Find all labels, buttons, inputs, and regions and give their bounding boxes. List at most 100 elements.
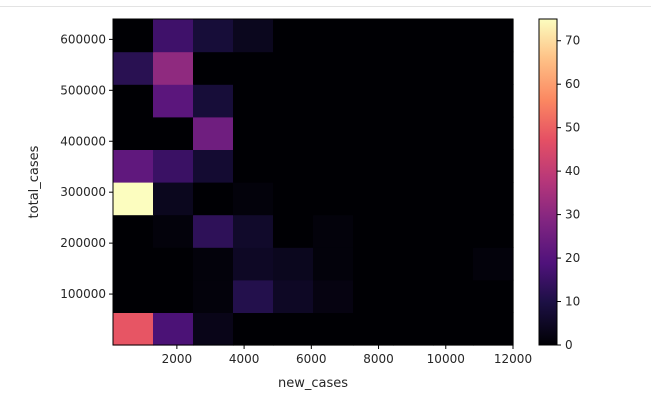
heatmap-cell xyxy=(193,84,234,118)
heatmap-cell xyxy=(193,214,234,248)
heatmap-cell xyxy=(433,19,474,53)
heatmap-cell xyxy=(393,247,434,281)
colorbar-tick-label: 20 xyxy=(565,251,580,265)
heatmap-cell xyxy=(153,279,194,313)
heatmap-cell xyxy=(313,214,354,248)
heatmap-cell xyxy=(113,247,154,281)
heatmap-cell xyxy=(233,279,274,313)
heatmap-cell xyxy=(153,149,194,183)
heatmap-cell xyxy=(153,182,194,216)
y-axis-ticks: 100000 200000 300000 400000 500000 600000 xyxy=(60,32,113,301)
x-axis-label: new_cases xyxy=(278,376,348,391)
heatmap-cell xyxy=(193,279,234,313)
heatmap-cell xyxy=(233,312,274,346)
colorbar-tick-label: 50 xyxy=(565,121,580,135)
heatmap-cell xyxy=(273,279,314,313)
heatmap-cell xyxy=(393,214,434,248)
x-tick-label: 4000 xyxy=(229,352,260,366)
x-tick-label: 10000 xyxy=(427,352,465,366)
heatmap-cell xyxy=(233,182,274,216)
heatmap-cell xyxy=(193,312,234,346)
heatmap-cell xyxy=(233,84,274,118)
heatmap-cell xyxy=(273,84,314,118)
heatmap-cell xyxy=(113,279,154,313)
heatmap-cell xyxy=(473,19,514,53)
heatmap-cell xyxy=(313,247,354,281)
x-tick-label: 6000 xyxy=(296,352,327,366)
heatmap-cells xyxy=(113,19,514,346)
heatmap-cell xyxy=(153,84,194,118)
heatmap-cell xyxy=(273,214,314,248)
heatmap-cell xyxy=(353,312,394,346)
colorbar-tick-label: 40 xyxy=(565,164,580,178)
y-tick-label: 500000 xyxy=(60,83,106,97)
heatmap-cell xyxy=(273,312,314,346)
heatmap-cell xyxy=(393,51,434,85)
y-tick-label: 200000 xyxy=(60,236,106,250)
heatmap-cell xyxy=(393,116,434,150)
heatmap-cell xyxy=(393,19,434,53)
heatmap-cell xyxy=(433,116,474,150)
heatmap-cell xyxy=(153,19,194,53)
colorbar-ticks: 0 10 20 30 40 50 60 70 xyxy=(557,34,580,352)
heatmap-cell xyxy=(433,51,474,85)
heatmap-cell xyxy=(113,312,154,346)
heatmap-cell xyxy=(273,182,314,216)
heatmap-cell xyxy=(313,51,354,85)
heatmap-cell xyxy=(433,279,474,313)
heatmap-cell xyxy=(153,116,194,150)
heatmap-cell xyxy=(473,116,514,150)
heatmap-cell xyxy=(273,149,314,183)
y-tick-label: 100000 xyxy=(60,287,106,301)
heatmap-cell xyxy=(393,279,434,313)
heatmap-cell xyxy=(353,247,394,281)
heatmap-cell xyxy=(393,182,434,216)
heatmap-cell xyxy=(393,149,434,183)
x-axis-ticks: 2000 4000 6000 8000 10000 12000 xyxy=(162,345,532,366)
heatmap-cell xyxy=(433,182,474,216)
heatmap-cell xyxy=(473,149,514,183)
heatmap-cell xyxy=(353,19,394,53)
heatmap-cell xyxy=(433,247,474,281)
heatmap-cell xyxy=(313,84,354,118)
heatmap-cell xyxy=(353,182,394,216)
y-tick-label: 300000 xyxy=(60,185,106,199)
heatmap-cell xyxy=(353,214,394,248)
plot-frame xyxy=(112,18,514,346)
colorbar-tick-label: 70 xyxy=(565,34,580,48)
colorbar-tick-label: 60 xyxy=(565,77,580,91)
heatmap-cell xyxy=(473,51,514,85)
heatmap-cell xyxy=(233,116,274,150)
heatmap-cell xyxy=(193,149,234,183)
heatmap-cell xyxy=(113,84,154,118)
colorbar-tick-label: 10 xyxy=(565,295,580,309)
heatmap-cell xyxy=(273,247,314,281)
heatmap-cell xyxy=(193,247,234,281)
heatmap-cell xyxy=(473,84,514,118)
heatmap-cell xyxy=(433,84,474,118)
heatmap-cell xyxy=(273,51,314,85)
heatmap-cell xyxy=(153,51,194,85)
heatmap-cell xyxy=(353,279,394,313)
heatmap-cell xyxy=(313,312,354,346)
heatmap-cell xyxy=(473,214,514,248)
heatmap-cell xyxy=(313,19,354,53)
heatmap-cell xyxy=(473,279,514,313)
heatmap-cell xyxy=(433,149,474,183)
y-tick-label: 400000 xyxy=(60,134,106,148)
x-tick-label: 12000 xyxy=(494,352,532,366)
heatmap-cell xyxy=(433,214,474,248)
heatmap-cell xyxy=(473,182,514,216)
heatmap-cell xyxy=(193,116,234,150)
heatmap-cell xyxy=(193,19,234,53)
heatmap-cell xyxy=(473,312,514,346)
heatmap-cell xyxy=(113,116,154,150)
heatmap-cell xyxy=(193,182,234,216)
heatmap-cell xyxy=(233,19,274,53)
heatmap-cell xyxy=(113,214,154,248)
heatmap-cell xyxy=(233,214,274,248)
heatmap-cell xyxy=(313,182,354,216)
heatmap-cell xyxy=(153,214,194,248)
heatmap-cell xyxy=(393,312,434,346)
